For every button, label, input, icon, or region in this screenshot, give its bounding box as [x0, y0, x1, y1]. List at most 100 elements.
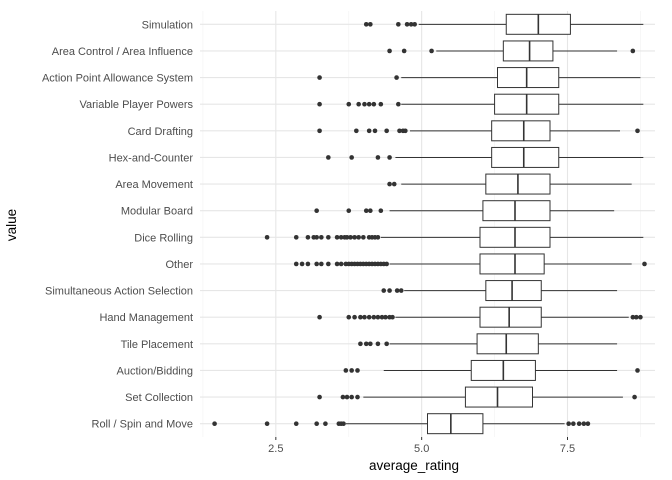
outlier-point: [371, 314, 377, 320]
outlier-point: [383, 314, 388, 320]
boxplot-16: [212, 413, 591, 435]
boxplot-1: [363, 13, 644, 35]
boxplot-12: [317, 306, 643, 328]
outlier-point: [384, 261, 389, 267]
outlier-point: [372, 128, 378, 134]
outlier-point: [635, 368, 640, 373]
boxplot-9: [264, 226, 644, 248]
x-tick-label: 7.5: [560, 443, 575, 455]
outlier-point: [429, 48, 434, 54]
y-tick-label: Dice Rolling: [134, 232, 193, 244]
outlier-point: [384, 341, 389, 347]
outlier-point: [384, 128, 389, 134]
outlier-point: [362, 314, 367, 320]
outlier-point: [390, 314, 395, 320]
outlier-point: [344, 235, 350, 240]
boxplot-6: [326, 146, 644, 168]
outlier-point: [581, 421, 587, 426]
outlier-point: [371, 101, 377, 107]
outlier-point: [387, 155, 392, 160]
outlier-point: [638, 314, 643, 320]
boxplot-7: [387, 173, 632, 195]
outlier-point: [344, 394, 350, 400]
box-iqr: [476, 333, 539, 355]
outlier-point: [323, 421, 328, 426]
box-iqr: [497, 67, 560, 89]
outlier-point: [326, 261, 331, 267]
outlier-point: [346, 101, 352, 107]
outlier-point: [366, 314, 372, 320]
outlier-point: [634, 314, 639, 320]
y-tick-label: Roll / Spin and Move: [92, 419, 194, 431]
outlier-point: [358, 314, 363, 320]
outlier-point: [397, 128, 402, 134]
box-iqr: [482, 200, 551, 222]
y-tick-label: Area Control / Area Influence: [52, 46, 193, 58]
outlier-point: [363, 341, 369, 347]
boxplot-11: [381, 280, 618, 302]
boxplot-14: [343, 359, 640, 381]
outlier-point: [391, 181, 397, 187]
outlier-point: [356, 101, 361, 107]
box-iqr: [464, 386, 533, 408]
outlier-point: [293, 421, 299, 426]
outlier-point: [349, 394, 354, 400]
outlier-point: [352, 235, 357, 240]
outlier-point: [381, 288, 387, 293]
x-axis-title: average_rating: [369, 458, 459, 473]
outlier-point: [319, 261, 324, 267]
outlier-point: [305, 235, 311, 240]
box-iqr: [427, 413, 484, 435]
outlier-point: [585, 421, 591, 426]
boxplot-2: [387, 40, 636, 62]
outlier-point: [571, 421, 576, 426]
y-tick-label: Variable Player Powers: [79, 99, 193, 111]
outlier-point: [366, 128, 372, 134]
outlier-point: [355, 394, 360, 400]
outlier-point: [403, 128, 408, 134]
outlier-point: [396, 22, 401, 27]
outlier-point: [293, 235, 299, 240]
outlier-point: [566, 421, 571, 426]
outlier-point: [379, 314, 385, 320]
outlier-point: [398, 288, 404, 293]
outlier-point: [338, 261, 344, 267]
outlier-point: [368, 22, 373, 27]
y-axis-title: value: [4, 209, 19, 241]
outlier-point: [299, 261, 305, 267]
outlier-point: [317, 101, 322, 107]
outlier-point: [334, 261, 340, 267]
outlier-point: [338, 235, 344, 240]
outlier-point: [375, 155, 381, 160]
y-tick-label: Simulation: [142, 19, 193, 31]
outlier-point: [317, 394, 322, 400]
outlier-point: [378, 208, 384, 213]
outlier-point: [363, 22, 369, 27]
boxplots: [212, 13, 647, 435]
outlier-point: [375, 341, 381, 347]
y-tick-label: Area Movement: [115, 179, 193, 191]
outlier-point: [632, 394, 637, 400]
outlier-point: [361, 235, 366, 240]
outlier-point: [317, 314, 322, 320]
x-axis-tick-labels: 2.5 5.0 7.5: [268, 437, 575, 455]
outlier-point: [387, 181, 392, 187]
outlier-point: [334, 235, 340, 240]
x-tick-label: 5.0: [414, 443, 429, 455]
y-tick-label: Hand Management: [99, 312, 193, 324]
outlier-point: [401, 48, 407, 54]
outlier-point: [212, 421, 217, 426]
y-tick-label: Modular Board: [121, 206, 193, 218]
outlier-point: [366, 101, 372, 107]
outlier-point: [340, 394, 346, 400]
box-iqr: [479, 306, 542, 328]
outlier-point: [408, 22, 414, 27]
outlier-point: [368, 208, 373, 213]
outlier-point: [630, 48, 636, 54]
box-iqr: [491, 120, 551, 142]
outlier-point: [368, 341, 373, 347]
outlier-point: [387, 48, 392, 54]
box-iqr: [491, 146, 560, 168]
outlier-point: [356, 235, 361, 240]
